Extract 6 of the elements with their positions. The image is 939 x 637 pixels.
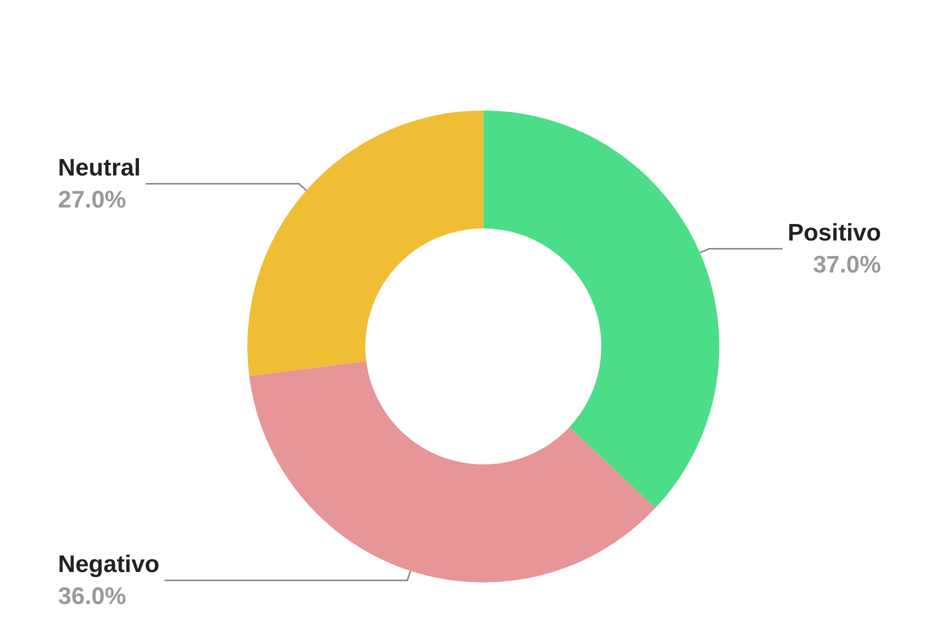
data-label: 27.0% — [58, 186, 126, 214]
data-label: 37.0% — [812, 251, 881, 278]
slice-label: Positivo — [788, 219, 881, 246]
slice-label: Neutral — [58, 154, 141, 182]
slice-label: Negativo — [58, 550, 160, 578]
data-label: 36.0% — [58, 582, 126, 610]
